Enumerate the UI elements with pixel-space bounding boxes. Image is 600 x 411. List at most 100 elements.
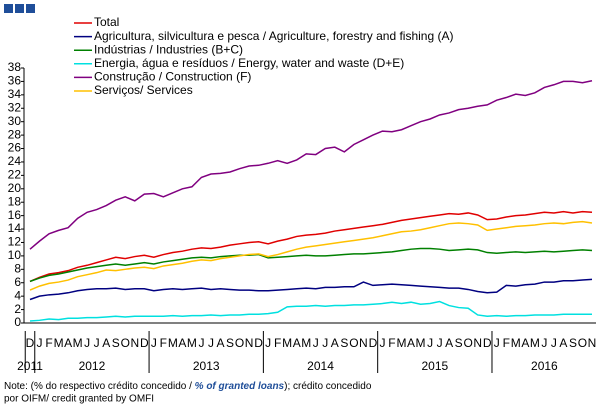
note-part: Note: (% do respectivo crédito concedido…	[4, 381, 195, 392]
note-part: ); crédito concedido	[284, 381, 372, 392]
x-tick-label: A	[102, 336, 110, 350]
y-tick-label: 0	[14, 315, 21, 329]
note-emphasis: % of granted loans	[195, 381, 285, 392]
x-tick-label: S	[226, 336, 234, 350]
year-label: 2011	[17, 359, 43, 373]
x-tick-label: M	[416, 336, 426, 350]
series-line	[29, 300, 592, 322]
x-tick-label: N	[130, 336, 139, 350]
y-tick-label: 36	[8, 74, 22, 88]
x-tick-label: N	[473, 336, 482, 350]
x-tick-label: D	[26, 336, 35, 350]
legend-label: Agricultura, silvicultura e pesca / Agri…	[94, 29, 453, 43]
x-tick-label: D	[140, 336, 149, 350]
y-tick-label: 32	[8, 100, 22, 114]
x-tick-label: J	[37, 336, 43, 350]
x-tick-label: F	[45, 336, 52, 350]
y-tick-label: 16	[8, 208, 22, 222]
y-tick-label: 30	[8, 114, 22, 128]
x-tick-label: A	[445, 336, 453, 350]
y-tick-label: 28	[8, 127, 22, 141]
x-tick-label: J	[551, 336, 557, 350]
x-tick-label: A	[521, 336, 529, 350]
series-line	[29, 210, 593, 283]
x-tick-label: N	[359, 336, 368, 350]
series-line	[29, 220, 593, 291]
note: Note: (% do respectivo crédito concedido…	[4, 381, 372, 392]
y-tick-label: 12	[8, 235, 22, 249]
year-label: 2016	[531, 359, 558, 373]
x-tick-label: A	[407, 336, 415, 350]
y-tick-label: 6	[14, 275, 21, 289]
x-tick-label: M	[168, 336, 178, 350]
x-tick-label: J	[198, 336, 204, 350]
legend-label: Construção / Construction (F)	[94, 70, 251, 84]
x-tick-label: J	[265, 336, 271, 350]
y-tick-label: 26	[8, 141, 22, 155]
x-tick-label: J	[379, 336, 385, 350]
x-tick-label: J	[541, 336, 547, 350]
series-line	[29, 247, 593, 283]
y-tick-label: 20	[8, 181, 22, 195]
x-tick-label: M	[187, 336, 197, 350]
x-tick-label: J	[494, 336, 500, 350]
legend-label: Energia, água e resíduos / Energy, water…	[94, 56, 404, 70]
year-label: 2015	[421, 359, 448, 373]
series-line	[29, 80, 593, 250]
x-tick-label: F	[503, 336, 510, 350]
x-tick-label: A	[559, 336, 567, 350]
x-tick-label: O	[235, 336, 244, 350]
x-tick-label: D	[483, 336, 492, 350]
x-tick-label: F	[160, 336, 167, 350]
x-tick-label: M	[511, 336, 521, 350]
x-tick-label: S	[569, 336, 577, 350]
x-tick-label: M	[301, 336, 311, 350]
x-tick-label: D	[254, 336, 263, 350]
x-tick-label: M	[396, 336, 406, 350]
y-tick-label: 22	[8, 168, 22, 182]
x-tick-label: M	[54, 336, 64, 350]
y-tick-label: 8	[14, 261, 21, 275]
x-tick-label: N	[245, 336, 254, 350]
x-tick-label: A	[64, 336, 72, 350]
y-tick-label: 2	[14, 302, 21, 316]
y-tick-label: 24	[8, 154, 22, 168]
y-tick-label: 14	[8, 221, 22, 235]
x-tick-label: A	[217, 336, 225, 350]
year-label: 2012	[79, 359, 106, 373]
x-tick-label: M	[282, 336, 292, 350]
x-tick-label: D	[369, 336, 378, 350]
y-tick-label: 18	[8, 194, 22, 208]
series-line	[29, 278, 593, 301]
x-tick-label: S	[112, 336, 120, 350]
x-tick-label: A	[293, 336, 301, 350]
x-tick-label: J	[437, 336, 443, 350]
note-line: por OIFM/ credit granted by OMFI	[4, 394, 154, 405]
x-tick-label: A	[331, 336, 339, 350]
x-tick-label: J	[427, 336, 433, 350]
legend-label: Total	[94, 15, 119, 29]
x-tick-label: A	[178, 336, 186, 350]
y-tick-label: 38	[8, 60, 22, 74]
y-tick-label: 4	[14, 288, 21, 302]
x-tick-label: O	[578, 336, 587, 350]
x-tick-label: O	[463, 336, 472, 350]
x-tick-label: O	[121, 336, 130, 350]
y-tick-label: 10	[8, 248, 22, 262]
year-label: 2013	[193, 359, 220, 373]
x-tick-label: J	[84, 336, 90, 350]
x-tick-label: S	[340, 336, 348, 350]
x-tick-label: J	[208, 336, 214, 350]
x-tick-label: F	[274, 336, 281, 350]
logo-icon	[4, 4, 35, 13]
x-tick-label: M	[530, 336, 540, 350]
x-tick-label: O	[349, 336, 358, 350]
x-tick-label: F	[388, 336, 395, 350]
y-tick-label: 34	[8, 87, 22, 101]
legend-label: Indústrias / Industries (B+C)	[94, 42, 243, 56]
legend-label: Serviços/ Services	[94, 83, 193, 97]
x-tick-label: M	[73, 336, 83, 350]
year-label: 2014	[307, 359, 334, 373]
x-tick-label: J	[322, 336, 328, 350]
